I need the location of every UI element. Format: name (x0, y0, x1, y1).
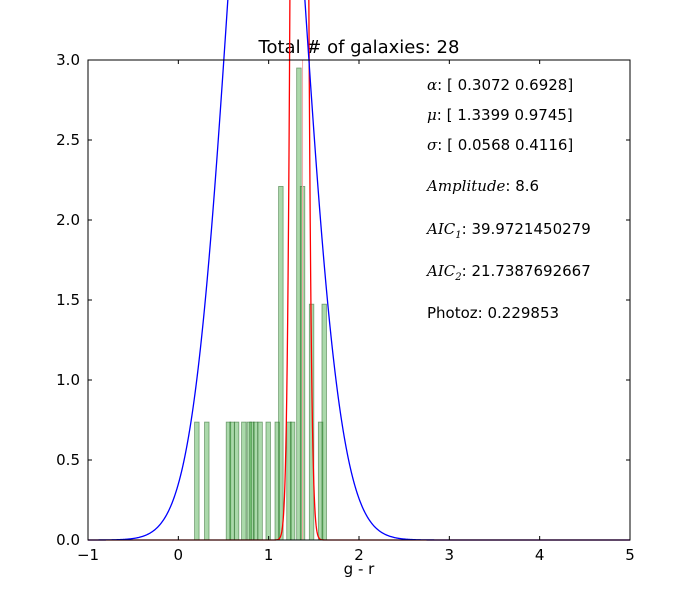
x-tick-label: 5 (625, 546, 635, 564)
fit-annotation: AIC1: 39.9721450279 (425, 220, 591, 241)
axes: −1 0 1 2 3 4 5 0.0 0.5 1.0 1.5 2.0 2.5 3.0 (56, 51, 635, 564)
fit-annotation: Photoz: 0.229853 (427, 304, 559, 322)
fit-annotations: α: [ 0.3072 0.6928] μ: [ 1.3399 0.9745] σ:… (425, 76, 591, 322)
plot-background (88, 60, 630, 540)
y-tick-label: 0.0 (56, 531, 80, 549)
histogram-bar (252, 421, 259, 541)
x-tick-label: 3 (445, 546, 455, 564)
x-tick-label: −1 (77, 546, 99, 564)
histogram-bar (278, 185, 284, 541)
x-tick-label: 1 (264, 546, 274, 564)
x-axis-label: g - r (344, 560, 375, 578)
x-tick-label: 0 (174, 546, 184, 564)
histogram-bar (204, 421, 210, 541)
fit-annotation: Amplitude: 8.6 (425, 177, 539, 195)
y-tick-label: 0.5 (56, 451, 80, 469)
y-tick-label: 1.5 (56, 291, 80, 309)
y-tick-label: 3.0 (56, 51, 80, 69)
x-tick-label: 4 (535, 546, 545, 564)
histogram-bar (321, 303, 327, 541)
histogram-bar (229, 421, 235, 541)
x-tick-label: 2 (354, 546, 364, 564)
fit-annotation: AIC2: 21.7387692667 (425, 262, 591, 283)
histogram-bar (257, 421, 263, 541)
y-tick-label: 1.0 (56, 371, 80, 389)
histogram-bar (194, 421, 200, 541)
fit-annotation: α: [ 0.3072 0.6928] (427, 76, 573, 94)
histogram-bar (265, 421, 271, 541)
histogram-bar (233, 421, 240, 541)
chart-title: Total # of galaxies: 28 (258, 37, 460, 58)
fit-annotation: μ: [ 1.3399 0.9745] (427, 106, 573, 124)
y-tick-label: 2.0 (56, 211, 80, 229)
y-tick-label: 2.5 (56, 131, 80, 149)
histogram-bar (289, 421, 296, 541)
fit-annotation: σ: [ 0.0568 0.4116] (427, 136, 573, 154)
histogram-bar (241, 421, 247, 541)
plot-area (88, 60, 630, 540)
